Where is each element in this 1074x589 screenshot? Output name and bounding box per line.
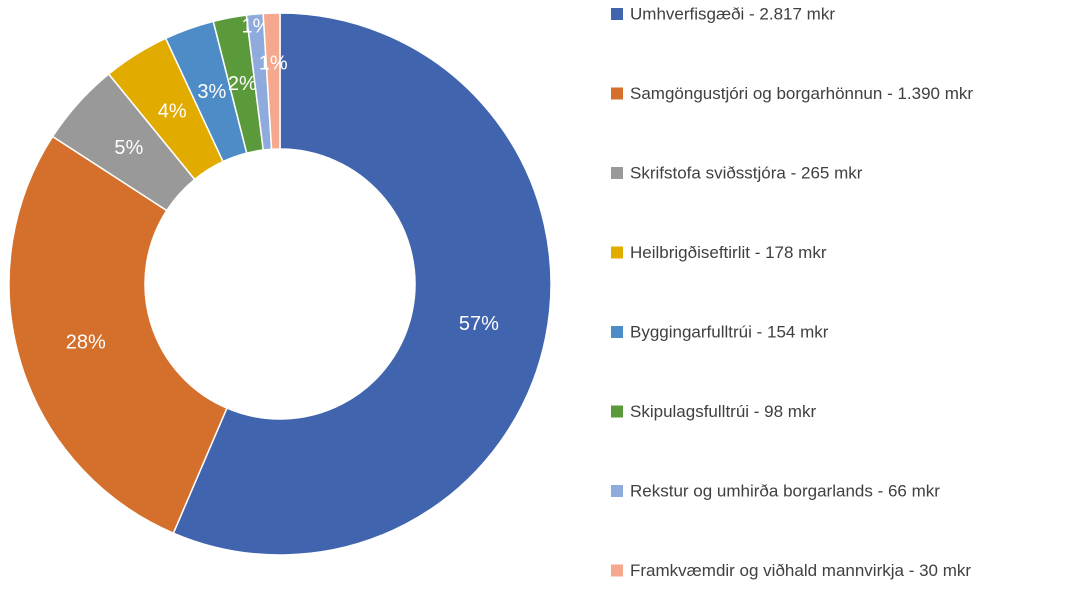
legend-swatch	[611, 326, 623, 338]
data-label: 3%	[197, 81, 226, 103]
donut-slice	[8, 135, 228, 535]
data-label: 1%	[259, 52, 288, 74]
legend-swatch	[611, 564, 623, 577]
legend-label: Skipulagsfulltrúi - 98 mkr	[630, 402, 816, 421]
legend-swatch	[611, 246, 623, 259]
legend-label: Rekstur og umhirða borgarlands - 66 mkr	[630, 481, 940, 500]
legend-label: Byggingarfulltrúi - 154 mkr	[630, 322, 829, 341]
donut-slice	[262, 12, 281, 151]
legend-swatch	[611, 405, 623, 418]
legend-swatch	[611, 87, 623, 100]
legend-swatch	[611, 8, 623, 20]
donut-slice	[172, 12, 552, 556]
legend-label: Umhverfisgæði - 2.817 mkr	[630, 4, 835, 23]
legend-label: Framkvæmdir og viðhald mannvirkja - 30 m…	[630, 561, 971, 580]
data-label: 2%	[228, 73, 257, 95]
data-label: 5%	[114, 137, 143, 159]
data-label: 4%	[158, 100, 187, 122]
legend-label: Heilbrigðiseftirlit - 178 mkr	[630, 243, 827, 262]
data-label: 28%	[66, 331, 106, 353]
legend-swatch	[611, 167, 623, 179]
data-label: 57%	[459, 313, 499, 335]
legend-label: Skrifstofa sviðsstjóra - 265 mkr	[630, 163, 863, 182]
legend-label: Samgöngustjóri og borgarhönnun - 1.390 m…	[630, 84, 973, 103]
legend-swatch	[611, 485, 623, 497]
